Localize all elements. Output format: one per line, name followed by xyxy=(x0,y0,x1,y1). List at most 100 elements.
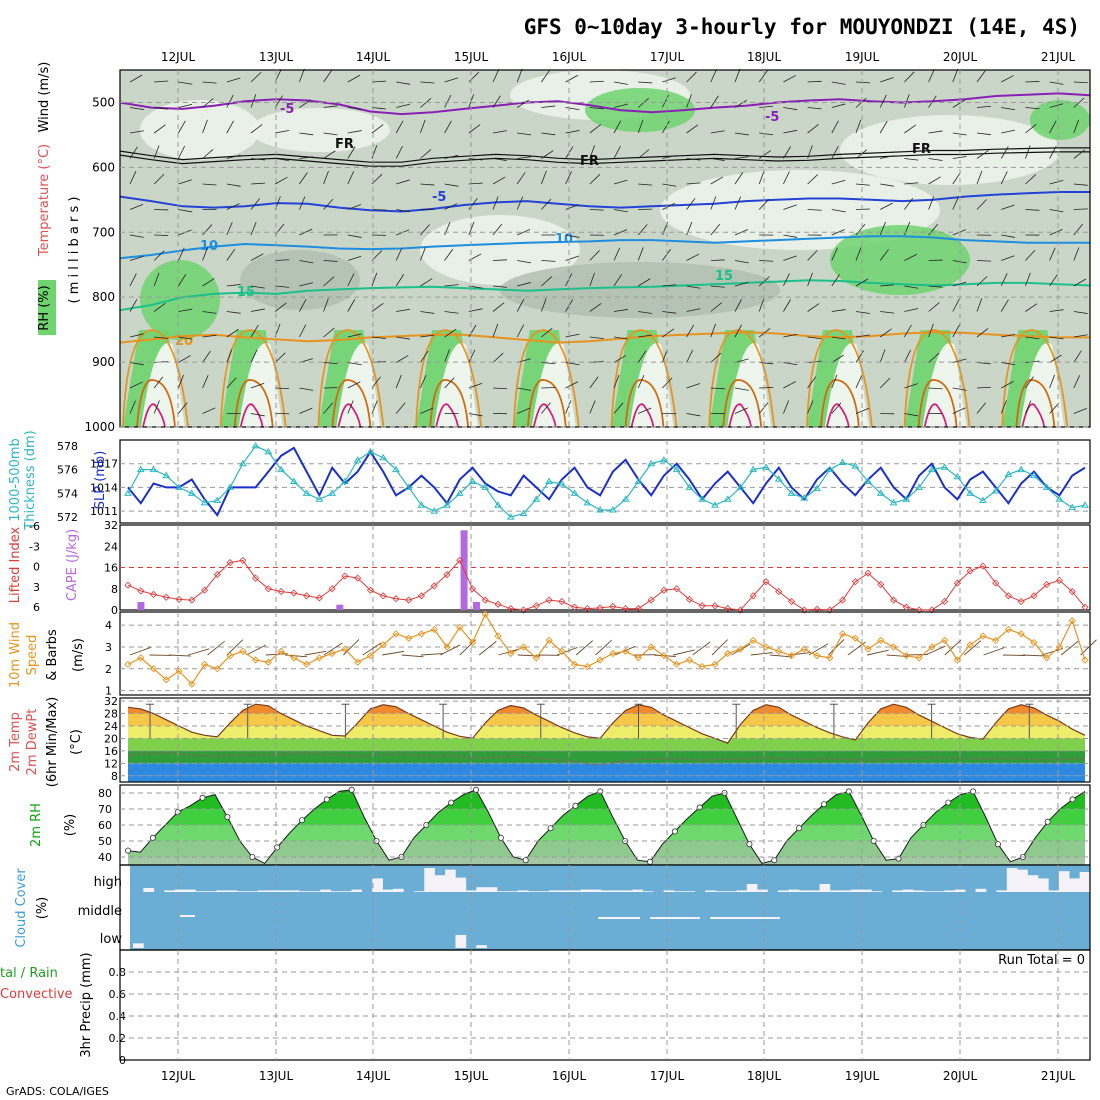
wind-barb xyxy=(783,107,798,111)
wind-barb xyxy=(925,645,946,656)
y-axis-label-thickness-unit: Thickness (dm) xyxy=(23,430,38,530)
thickness-point xyxy=(800,494,809,501)
cloud-gap-bar xyxy=(996,890,1008,892)
y-axis-label-cape: CAPE (J/kg) xyxy=(65,529,80,601)
thickness-point xyxy=(979,496,987,503)
wind-barb xyxy=(541,150,554,159)
wind-barb xyxy=(734,156,749,159)
wind-speed-point xyxy=(405,634,413,642)
wind-barb xyxy=(202,247,208,261)
wind-speed-point xyxy=(902,652,910,660)
cloud-gap-bar xyxy=(237,891,248,892)
y-tick-label: 0.4 xyxy=(109,1010,127,1023)
y-tick-label: 3 xyxy=(105,641,112,654)
wind-speed-point xyxy=(494,632,502,640)
wind-barb xyxy=(226,639,244,656)
wind-barb xyxy=(783,129,798,134)
temperature-contour xyxy=(526,379,567,428)
lifted-index-point xyxy=(1017,597,1025,606)
y-tick-label: low xyxy=(100,932,123,947)
cloud-gap-bar xyxy=(819,884,831,892)
wind-barb xyxy=(613,209,628,213)
wind-speed-point xyxy=(417,630,426,638)
y-tick-label-li: 3 xyxy=(33,581,40,594)
wind-barb xyxy=(444,284,459,287)
wind-barb xyxy=(879,377,891,389)
temperature-contour xyxy=(142,403,166,428)
wind-barb xyxy=(517,228,531,236)
wind-speed-point xyxy=(366,652,375,660)
wind-barb xyxy=(202,81,217,84)
temperature-contour xyxy=(136,379,176,428)
y-axis-label-temp: Temperature (°C) xyxy=(37,144,52,257)
temperature-contour xyxy=(630,403,655,428)
wind-barb xyxy=(565,255,580,261)
bottom-date-label: 14JUL xyxy=(356,1069,391,1083)
cloud-gap-bar xyxy=(1006,868,1018,892)
cloud-gap-bar xyxy=(1048,890,1060,892)
wind-barb xyxy=(1049,81,1064,85)
wind-barb xyxy=(1001,362,1016,366)
wind-barb xyxy=(637,247,644,261)
wind-barb xyxy=(323,132,338,136)
wind-barb xyxy=(1073,208,1088,210)
thickness-point xyxy=(711,501,719,508)
y-tick-label-left: 578 xyxy=(57,440,78,453)
wind-barb xyxy=(710,95,719,108)
wind-speed-point xyxy=(392,630,400,638)
wind-barb xyxy=(928,95,937,108)
wind-barb xyxy=(686,221,693,236)
cloud-gap-bar xyxy=(673,891,685,892)
wind-barb xyxy=(347,255,362,261)
wind-barb xyxy=(855,149,868,159)
temperature-contour xyxy=(722,379,763,428)
wind-barb xyxy=(613,354,627,363)
wind-barb xyxy=(250,253,264,261)
cloud-gap-bar xyxy=(777,890,789,892)
rh-point xyxy=(472,786,479,793)
cloud-gap-bar xyxy=(341,891,352,892)
wind-barb xyxy=(347,333,362,338)
wind-barb xyxy=(904,383,918,389)
wind-barb xyxy=(807,400,814,414)
lifted-index-point xyxy=(354,574,362,582)
wind-barb xyxy=(401,654,424,658)
rh-point xyxy=(647,858,654,865)
wind-speed-point xyxy=(596,656,604,664)
wind-barb xyxy=(734,68,741,83)
rh-point xyxy=(522,857,529,864)
wind-barb xyxy=(952,99,965,108)
wind-barb xyxy=(662,183,677,187)
wind-barb xyxy=(468,182,483,185)
wind-barb xyxy=(638,334,653,338)
wind-speed-point xyxy=(558,647,566,655)
wind-barb xyxy=(420,334,435,338)
wind-barb xyxy=(299,387,314,391)
wind-barb xyxy=(250,221,257,236)
wind-barb xyxy=(758,327,771,338)
wind-barb xyxy=(202,98,214,108)
wind-barb xyxy=(371,250,383,261)
cloud-gap-bar xyxy=(809,890,820,892)
rh-region xyxy=(420,215,580,285)
wind-barb xyxy=(202,311,217,314)
wind-barb xyxy=(976,386,992,389)
lifted-index-point xyxy=(1055,576,1064,584)
wind-barb xyxy=(976,298,983,312)
wind-barb xyxy=(589,80,604,83)
wind-barb xyxy=(129,74,143,83)
wind-barb xyxy=(129,273,137,287)
rh-point xyxy=(547,825,554,832)
wind-barb xyxy=(178,273,187,287)
lifted-index-point xyxy=(711,602,719,610)
cloud-gap-bar xyxy=(309,891,321,892)
wind-barb xyxy=(952,298,960,312)
wind-barb xyxy=(250,182,265,185)
wind-barb xyxy=(129,204,144,210)
lifted-index-point xyxy=(609,602,617,611)
wind-barb xyxy=(613,81,628,85)
wind-barb xyxy=(323,298,329,312)
wind-barb xyxy=(904,94,910,108)
wind-barb xyxy=(662,77,676,83)
wind-barb xyxy=(178,209,193,213)
